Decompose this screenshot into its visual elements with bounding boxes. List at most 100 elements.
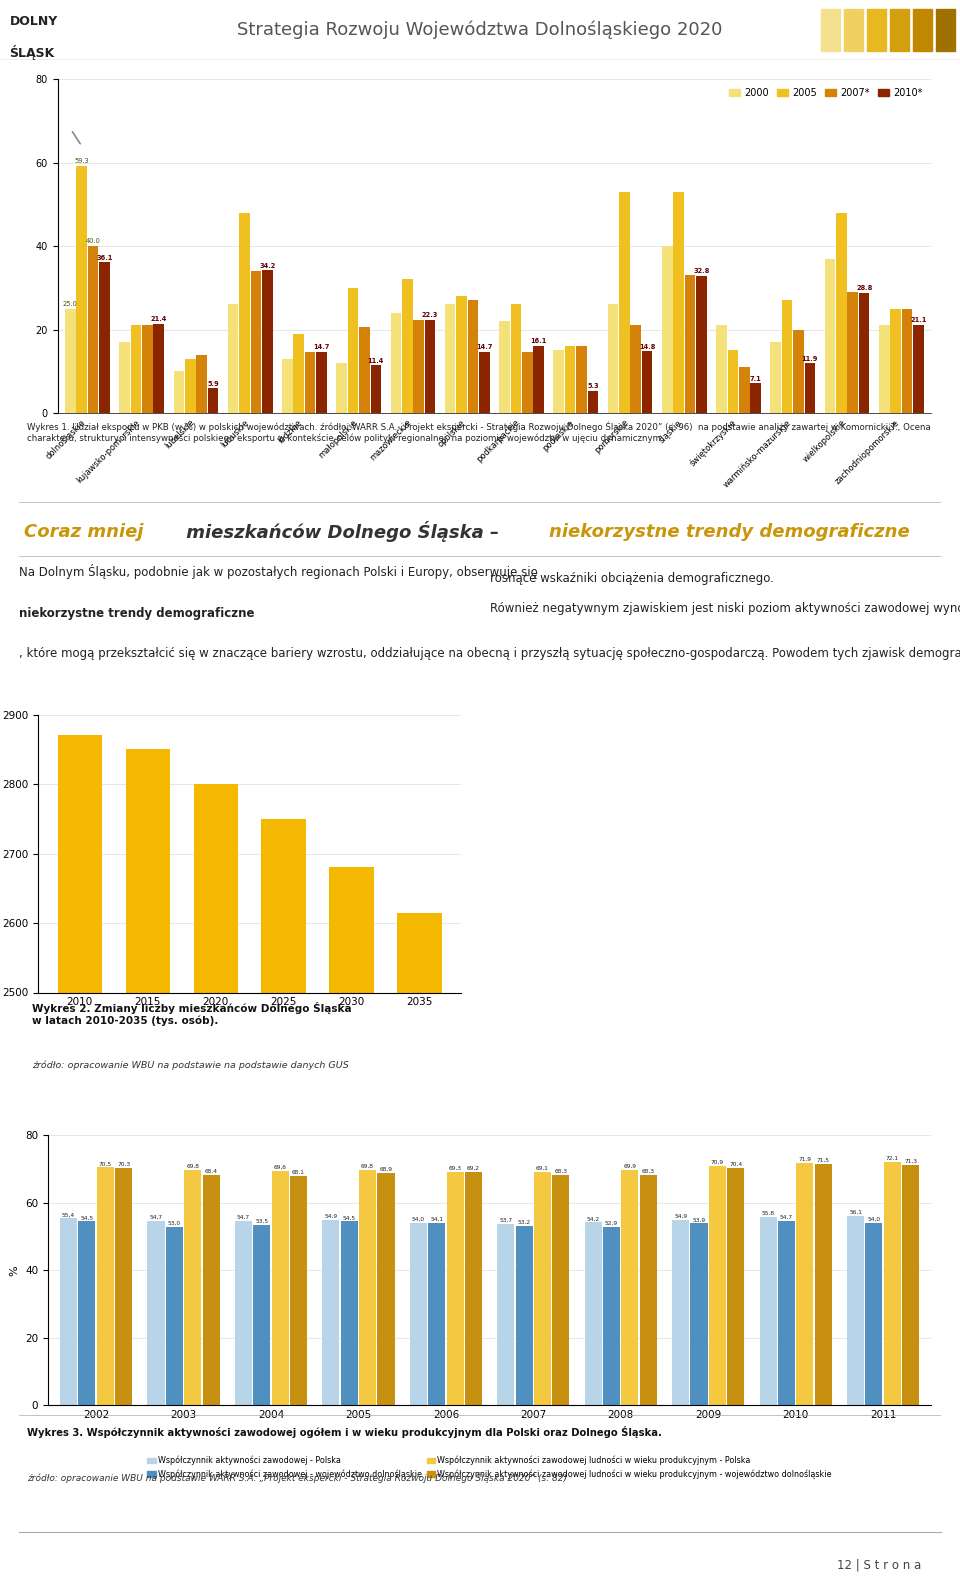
Bar [621,1169,638,1405]
Bar [336,364,347,413]
Bar [410,1223,427,1405]
Text: 16.1: 16.1 [531,338,547,345]
Text: 54,9: 54,9 [324,1215,338,1220]
Bar [465,1172,482,1405]
Bar [251,272,261,413]
Bar [499,321,510,413]
Bar [239,213,250,413]
Text: Wykres 1. Udział eksportu w PKB (w %) w polskich województwach. źródło: WARR S.A: Wykres 1. Udział eksportu w PKB (w %) w … [27,421,930,443]
Bar [884,1162,900,1405]
Text: 53,7: 53,7 [499,1218,513,1223]
Text: 54,9: 54,9 [674,1215,687,1220]
Text: Wykres 2. Zmiany liczby mieszkańców Dolnego Śląska
w latach 2010-2035 (tys. osób: Wykres 2. Zmiany liczby mieszkańców Doln… [32,1002,351,1026]
Text: , które mogą przekształcić się w znaczące bariery wzrostu, oddziałujące na obecn: , które mogą przekształcić się w znacząc… [19,646,960,659]
Bar [534,346,544,413]
Text: 40.0: 40.0 [85,238,101,245]
Text: 32.8: 32.8 [693,268,709,275]
Text: 28.8: 28.8 [856,286,873,291]
Legend: 2000, 2005, 2007*, 2010*: 2000, 2005, 2007*, 2010* [725,84,926,102]
Bar [522,351,533,413]
Text: rosnące wskaźniki obciążenia demograficznego.

Również negatywnym zjawiskiem jes: rosnące wskaźniki obciążenia demograficz… [490,572,960,615]
Text: 69,2: 69,2 [467,1166,480,1170]
Text: 21.4: 21.4 [151,316,167,322]
Bar [511,305,521,413]
Bar [65,308,76,413]
Text: 54,0: 54,0 [868,1216,880,1223]
Bar [99,262,109,413]
Text: 54,7: 54,7 [150,1215,162,1220]
Bar [672,1220,689,1405]
Bar [662,246,673,413]
Text: 25.0: 25.0 [63,302,78,306]
Text: niekorzystne trendy demograficzne: niekorzystne trendy demograficzne [549,522,910,542]
Bar [825,259,835,413]
Text: 69,1: 69,1 [536,1166,549,1172]
Text: 36.1: 36.1 [96,254,112,260]
Bar [305,351,316,413]
Bar [414,319,424,413]
Bar [796,1162,813,1405]
Bar [77,165,87,413]
Bar [126,750,170,1588]
Legend: Współczynnik aktywności zawodowej - Polska, Współczynnik aktywności zawodowej - : Współczynnik aktywności zawodowej - Pols… [144,1453,835,1482]
Text: 53,9: 53,9 [692,1218,706,1223]
Bar [185,359,196,413]
Text: 68,3: 68,3 [554,1169,567,1174]
Bar [290,1175,307,1405]
Text: 53,0: 53,0 [168,1221,180,1226]
Bar [781,300,792,413]
Bar [867,10,886,51]
Text: 68,4: 68,4 [204,1169,218,1174]
Bar [576,346,587,413]
Bar [865,1223,882,1405]
Bar [371,365,381,413]
Bar [879,326,890,413]
Y-axis label: %: % [10,1266,19,1275]
Bar [844,10,863,51]
Bar [821,10,840,51]
Text: 69,8: 69,8 [361,1164,374,1169]
Bar [552,1175,569,1405]
Bar [456,295,467,413]
Text: Na Dolnym Śląsku, podobnie jak w pozostałych regionach Polski i Europy, obserwuj: Na Dolnym Śląsku, podobnie jak w pozosta… [19,564,541,578]
Text: 21.1: 21.1 [910,318,926,324]
Bar [446,1172,464,1405]
Bar [142,326,153,413]
Bar [341,1221,358,1405]
Bar [58,735,102,1588]
Text: 70,3: 70,3 [117,1162,131,1167]
Bar [564,346,575,413]
Bar [716,326,727,413]
Bar [608,305,618,413]
Text: 5.3: 5.3 [588,383,599,389]
Text: 54,0: 54,0 [412,1216,425,1223]
Bar [391,313,401,413]
Bar [253,1224,271,1405]
Text: ŚLĄSK: ŚLĄSK [10,46,55,60]
Bar [759,1216,777,1405]
Bar [316,351,326,413]
Text: 70,4: 70,4 [730,1162,742,1167]
Bar [815,1164,831,1405]
Text: Wykres 3. Współczynnik aktywności zawodowej ogółem i w wieku produkcyjnym dla Po: Wykres 3. Współczynnik aktywności zawodo… [27,1426,661,1439]
Text: 22.3: 22.3 [421,313,439,318]
Bar [282,359,293,413]
Bar [425,319,436,413]
Text: 70,5: 70,5 [99,1161,111,1167]
Bar [207,389,218,413]
Bar [262,270,273,413]
Bar [329,867,373,1588]
Bar [859,292,870,413]
Bar [154,324,164,413]
Text: 54,7: 54,7 [237,1215,250,1220]
Bar [402,279,413,413]
Bar [708,1166,726,1405]
Bar [79,1221,95,1405]
Bar [323,1220,340,1405]
Text: 69,8: 69,8 [186,1164,200,1169]
Text: źródło: opracowanie WBU na podstawie na podstawie danych GUS: źródło: opracowanie WBU na podstawie na … [32,1061,348,1070]
Bar [203,1175,220,1405]
Bar [97,1167,114,1405]
Bar [479,351,490,413]
Text: 5.9: 5.9 [207,381,219,386]
